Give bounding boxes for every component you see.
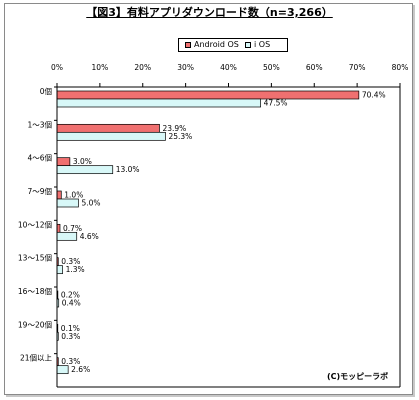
bar-android xyxy=(56,157,71,167)
data-label-ios: 0.4% xyxy=(62,299,81,308)
data-label-ios: 13.0% xyxy=(116,165,140,174)
x-tick-label: 60% xyxy=(306,63,323,72)
bar-android xyxy=(56,123,160,133)
x-tick-label: 0% xyxy=(51,63,63,72)
x-tick-label: 40% xyxy=(220,63,237,72)
data-label-ios: 0.3% xyxy=(61,332,80,341)
legend-swatch-ios xyxy=(245,42,251,48)
bar-ios xyxy=(56,231,78,241)
data-label-ios: 5.0% xyxy=(81,199,100,208)
bar-ios xyxy=(56,198,79,208)
x-tick-label: 20% xyxy=(134,63,151,72)
x-tick-label: 30% xyxy=(177,63,194,72)
category-label: 7〜9個 xyxy=(27,186,52,196)
data-label-ios: 4.6% xyxy=(80,232,99,241)
x-tick-label: 70% xyxy=(349,63,366,72)
credit-text: (C)モッピーラボ xyxy=(327,372,389,381)
legend-label-android: Android OS xyxy=(194,40,239,49)
category-label: 1〜3個 xyxy=(27,119,52,129)
data-label-android: 0.3% xyxy=(61,357,80,366)
bar-ios xyxy=(56,265,63,275)
data-label-android: 23.9% xyxy=(162,124,186,133)
category-label: 16〜18個 xyxy=(18,286,52,296)
bar-ios xyxy=(56,98,262,108)
chart-title: 【図3】有料アプリダウンロード数（n=3,266） xyxy=(86,6,333,19)
x-tick-label: 50% xyxy=(263,63,280,72)
bar-ios xyxy=(56,165,114,175)
data-label-ios: 2.6% xyxy=(71,365,90,374)
data-label-android: 70.4% xyxy=(362,91,386,100)
data-label-ios: 1.3% xyxy=(66,265,85,274)
data-label-android: 0.7% xyxy=(63,224,82,233)
data-label-ios: 25.3% xyxy=(168,132,192,141)
category-label: 10〜12個 xyxy=(18,219,52,229)
data-label-android: 3.0% xyxy=(73,157,92,166)
bar-ios xyxy=(56,131,166,141)
data-label-android: 0.3% xyxy=(61,257,80,266)
category-label: 19〜20個 xyxy=(18,319,52,329)
data-label-ios: 47.5% xyxy=(264,99,288,108)
category-label: 4〜6個 xyxy=(27,153,52,163)
x-tick-label: 80% xyxy=(392,63,409,72)
legend-swatch-android xyxy=(185,42,191,48)
data-label-android: 0.1% xyxy=(61,324,80,333)
bar-ios xyxy=(56,365,69,375)
legend: Android OS i OS xyxy=(178,38,288,52)
data-label-android: 0.2% xyxy=(61,291,80,300)
category-label: 13〜15個 xyxy=(18,253,52,263)
bar-android xyxy=(56,190,62,200)
category-label: 0個 xyxy=(40,86,52,96)
bar-android xyxy=(56,90,360,100)
x-tick-label: 10% xyxy=(92,63,109,72)
category-label: 21個以上 xyxy=(20,353,53,363)
legend-label-ios: i OS xyxy=(254,40,271,49)
data-label-android: 1.0% xyxy=(64,191,83,200)
